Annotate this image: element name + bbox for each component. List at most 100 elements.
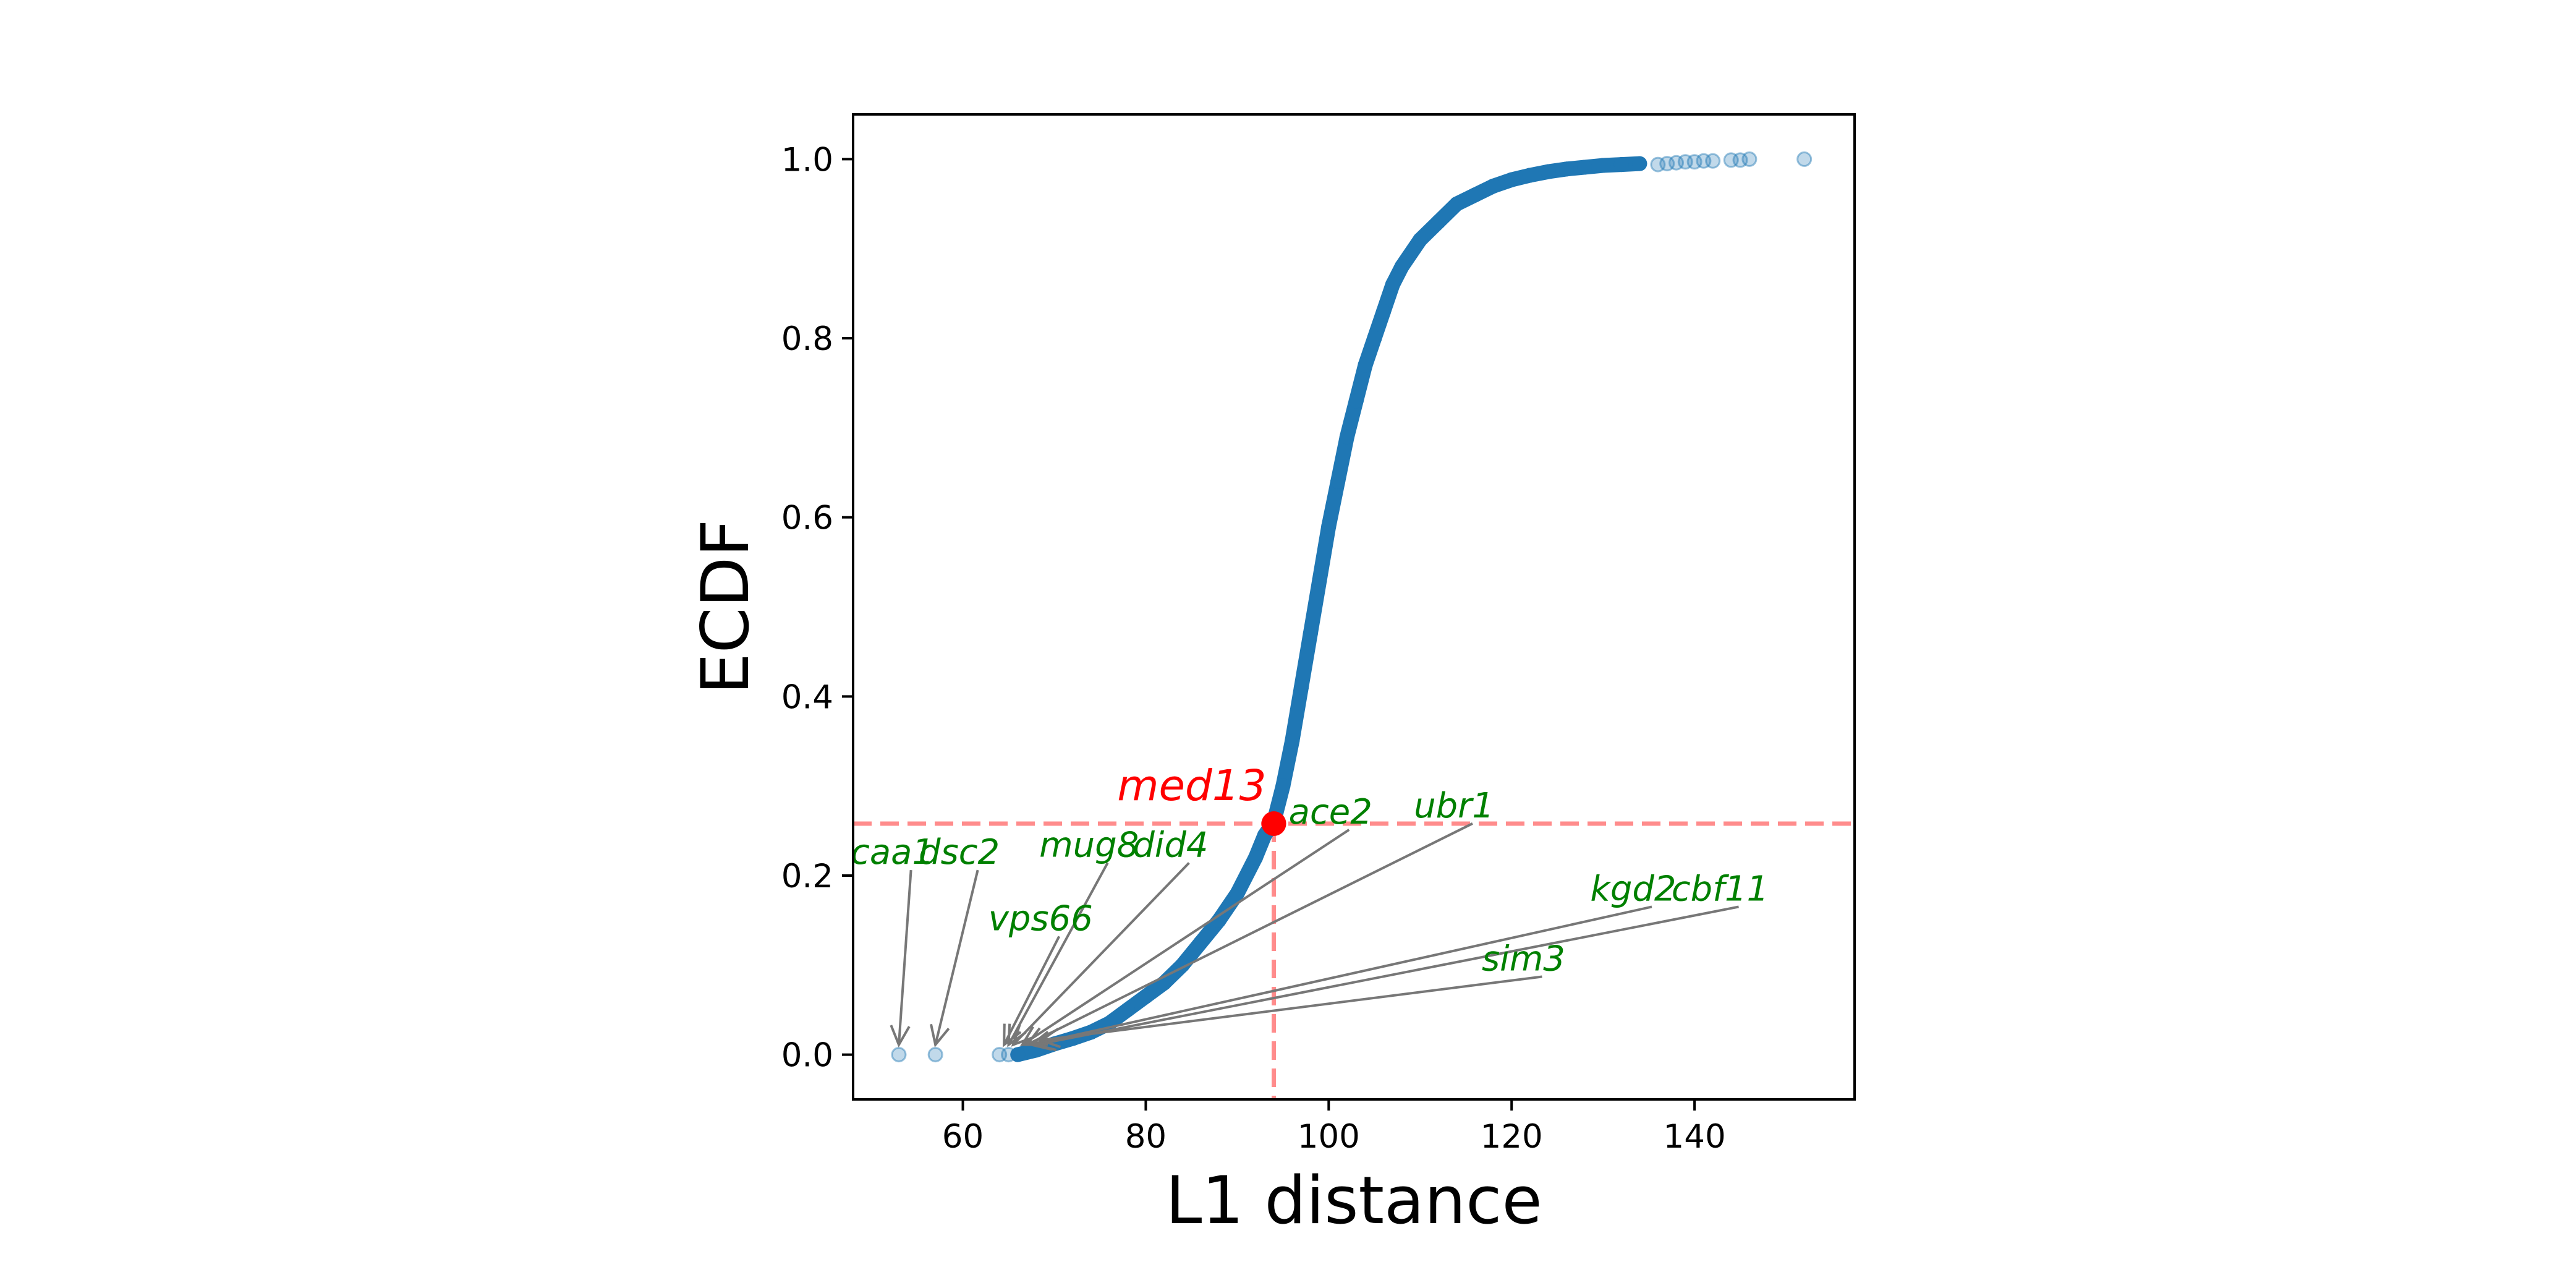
annotation-arrow-head: [930, 1023, 950, 1048]
outlier-point: [1705, 153, 1721, 169]
gene-annotation-label: ubr1: [1414, 786, 1494, 826]
ecdf-point: [1468, 187, 1483, 203]
outlier-point: [1677, 154, 1693, 170]
ecdf-point: [1486, 178, 1501, 194]
ecdf-point: [1522, 168, 1537, 183]
ecdf-point: [1558, 161, 1574, 177]
x-tick-label: 100: [1298, 1118, 1360, 1156]
annotation-arrow-line: [1026, 822, 1473, 1046]
ecdf-point: [1385, 277, 1400, 292]
plot-frame: [852, 113, 1856, 1101]
ecdf-point: [1376, 304, 1392, 319]
ecdf-point: [1367, 331, 1382, 346]
ecdf-point: [1394, 259, 1409, 275]
ecdf-curve-segment: [1303, 573, 1327, 641]
highlight-group: med13: [1117, 761, 1286, 836]
ecdf-point: [1303, 626, 1318, 641]
annotation-arrow-line: [897, 869, 912, 1045]
ecdf-curve-segment: [1321, 474, 1346, 534]
annotation-arrow-head: [1037, 1028, 1061, 1049]
annotation-arrow-line: [1021, 829, 1350, 1046]
x-axis-label: L1 distance: [1165, 1162, 1542, 1239]
annotation-arrow-line: [1040, 975, 1542, 1042]
highlight-label: med13: [1117, 761, 1266, 811]
ecdf-point: [1312, 573, 1327, 588]
outlier-point: [1686, 154, 1702, 170]
ecdf-point: [1330, 474, 1346, 489]
ecdf-point: [1138, 989, 1154, 1004]
gene-annotation-label: dsc2: [919, 832, 1000, 872]
ecdf-curve-segment: [1312, 519, 1337, 588]
y-tick-label: 0.4: [781, 678, 833, 716]
ecdf-point: [1358, 357, 1373, 373]
ecdf-point: [1248, 850, 1263, 865]
outlier-points: [891, 151, 1813, 1063]
gene-annotation-label: caa1: [851, 832, 934, 872]
ecdf-point: [1193, 935, 1209, 950]
gene-annotation-label: kgd2: [1590, 869, 1676, 910]
annotation-arrow-head: [1003, 1023, 1022, 1047]
ecdf-curve-segment: [1285, 680, 1309, 749]
gene-annotation-label: did4: [1133, 825, 1208, 866]
y-tick-label: 1.0: [781, 141, 833, 179]
ecdf-point: [1348, 393, 1364, 409]
outlier-point: [1723, 152, 1739, 168]
ecdf-curve-segment: [1275, 733, 1300, 794]
outlier-point: [1001, 1047, 1017, 1063]
outlier-point: [1741, 151, 1758, 167]
gene-annotation-label: mug8: [1039, 825, 1139, 866]
ecdf-point: [1321, 519, 1337, 534]
ecdf-point: [1596, 158, 1611, 173]
annotation-arrow-line: [1031, 905, 1652, 1046]
y-tick-label: 0.6: [781, 500, 833, 537]
highlight-point: [1261, 811, 1286, 836]
annotation-arrow-line: [934, 869, 979, 1046]
x-tick-label: 80: [1125, 1118, 1167, 1156]
ecdf-point: [1577, 160, 1592, 175]
outlier-point: [1732, 152, 1748, 168]
annotation-arrow-line: [1035, 905, 1739, 1046]
ecdf-point: [1275, 778, 1291, 794]
gene-annotation-label: ace2: [1289, 792, 1372, 832]
ecdf-curve-segment: [1293, 626, 1318, 695]
ecdf-point: [1285, 733, 1300, 749]
outlier-point: [1696, 153, 1712, 169]
ecdf-point: [1413, 232, 1428, 247]
x-tick-label: 140: [1664, 1118, 1726, 1156]
gene-annotation-label: sim3: [1482, 939, 1565, 979]
outlier-point: [1650, 156, 1666, 173]
outlier-point: [1796, 151, 1813, 167]
ecdf-point: [1504, 172, 1520, 187]
gene-annotation-label: cbf11: [1672, 869, 1769, 910]
x-axis: 60 80 100 120 140: [942, 1099, 1726, 1156]
y-tick-label: 0.8: [781, 320, 833, 358]
ecdf-point: [1120, 1002, 1135, 1018]
annotation-arrow-head: [890, 1025, 911, 1048]
annotation-arrow-line: [1003, 936, 1061, 1046]
x-tick-label: 60: [942, 1118, 984, 1156]
annotation-arrow-line: [1007, 862, 1109, 1046]
y-tick-label: 0.2: [781, 858, 833, 895]
annotation-arrows: [890, 822, 1739, 1052]
outlier-point: [992, 1047, 1008, 1063]
ecdf-point: [1293, 680, 1309, 695]
reference-lines: [853, 821, 1855, 1099]
ecdf-point: [1430, 214, 1446, 229]
y-tick-label: 0.0: [781, 1037, 833, 1075]
outlier-point: [1659, 156, 1675, 172]
y-axis: 0.0 0.2 0.4 0.6 0.8 1.0: [781, 141, 853, 1075]
ecdf-point: [1230, 885, 1245, 901]
ecdf-points: [1010, 156, 1647, 1062]
ecdf-point: [1010, 1047, 1026, 1062]
annotation-arrow-line: [1012, 862, 1190, 1046]
ecdf-point: [1339, 429, 1354, 445]
ecdf-point: [1632, 156, 1647, 171]
x-tick-label: 120: [1481, 1118, 1543, 1156]
ecdf-point: [1449, 196, 1464, 211]
outlier-point: [927, 1047, 943, 1063]
ecdf-curve-segment: [1330, 429, 1354, 489]
ecdf-point: [1541, 164, 1556, 179]
gene-annotation-label: vps66: [988, 898, 1093, 939]
